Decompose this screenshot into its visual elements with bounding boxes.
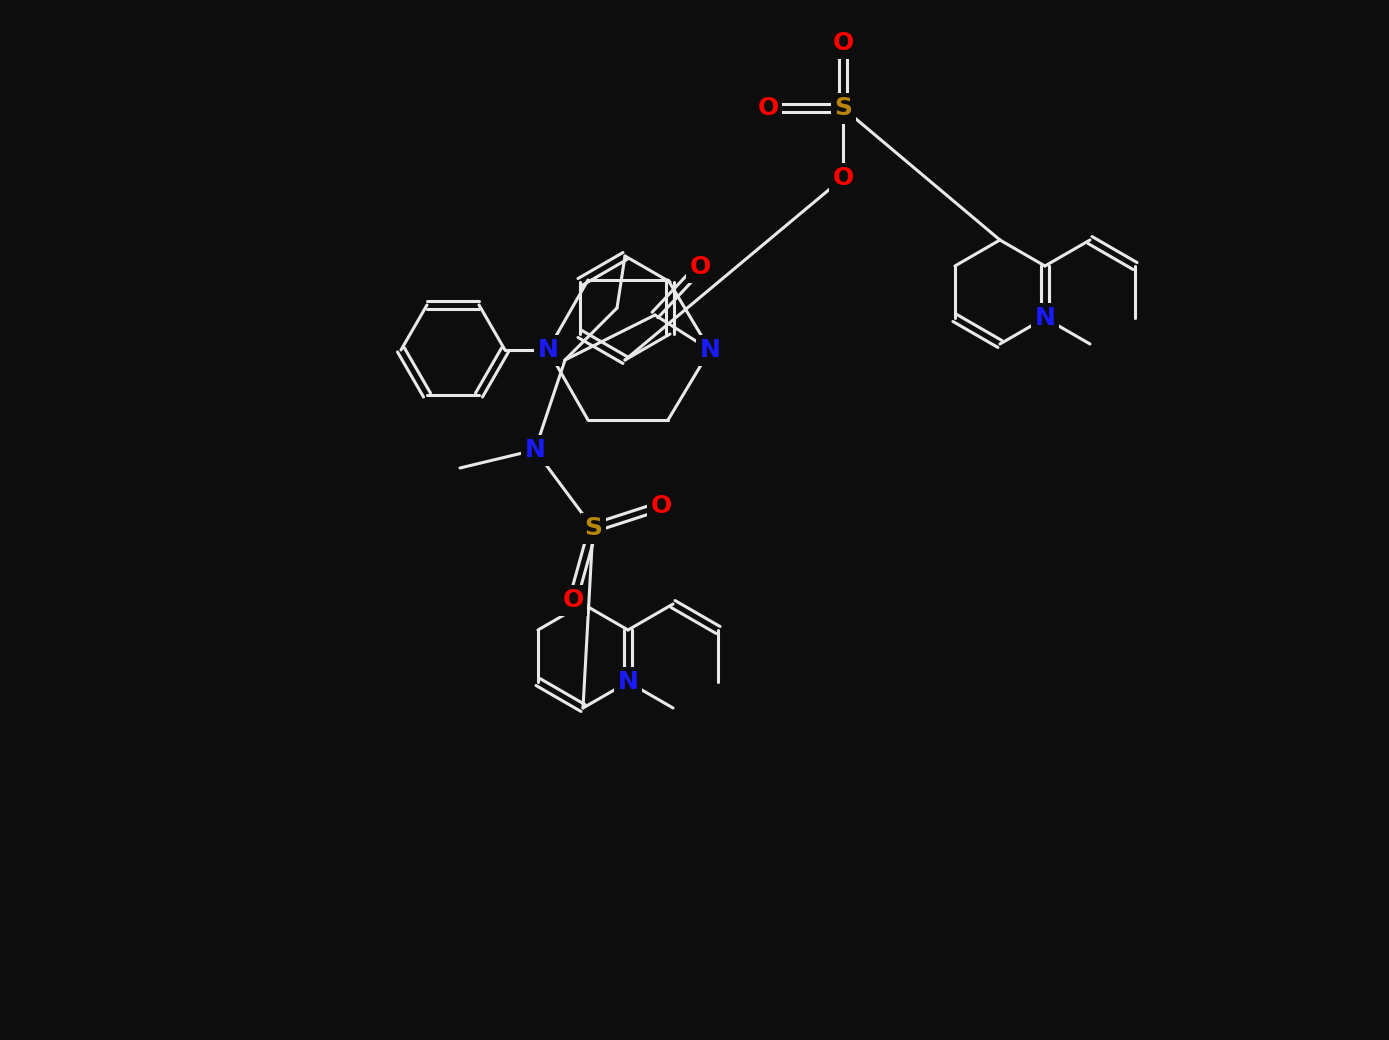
Text: O: O [689,255,711,279]
Text: N: N [1035,306,1056,330]
Text: O: O [563,588,583,612]
Text: O: O [650,494,672,518]
Text: S: S [583,516,601,540]
Text: O: O [832,166,854,190]
Text: S: S [833,96,851,120]
Text: N: N [618,670,639,694]
Text: O: O [757,96,779,120]
Text: N: N [525,438,546,462]
Text: N: N [538,338,558,362]
Text: N: N [700,338,721,362]
Text: O: O [832,31,854,55]
